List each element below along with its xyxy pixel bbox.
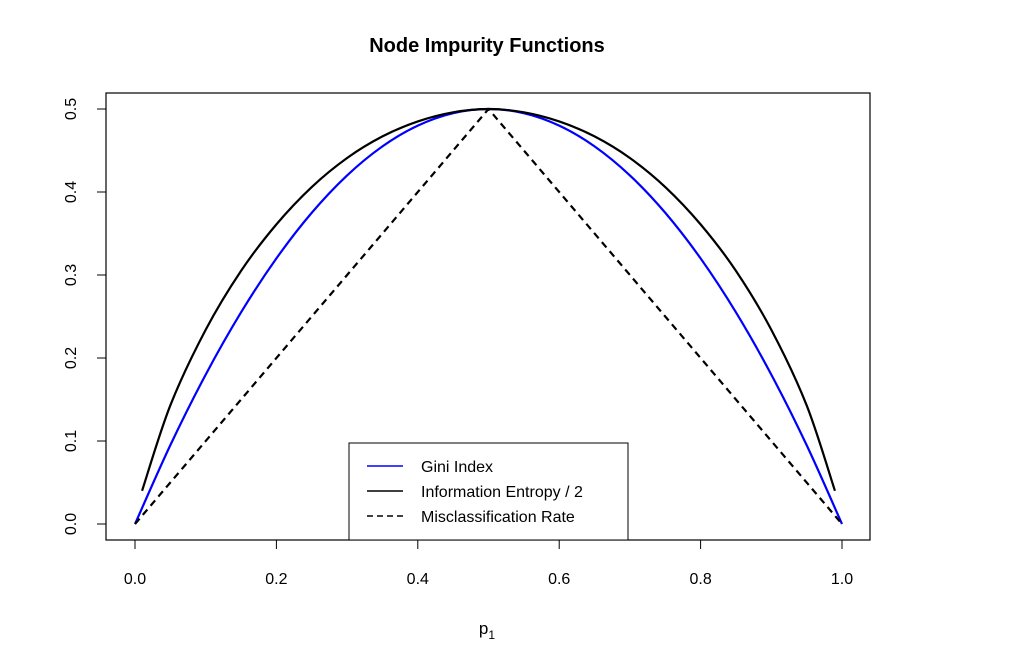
x-tick-label: 0.0 <box>124 571 146 588</box>
x-tick-label: 0.4 <box>407 571 429 588</box>
legend-label-2: Information Entropy / 2 <box>421 484 583 501</box>
y-tick-label: 0.0 <box>63 513 80 535</box>
y-tick-label: 0.5 <box>63 98 80 120</box>
x-tick-label: 0.2 <box>265 571 287 588</box>
x-axis: 0.0 0.2 0.4 0.6 0.8 1.0 <box>124 539 853 588</box>
y-tick-label: 0.4 <box>63 181 80 203</box>
legend: Gini Index Information Entropy / 2 Misclas… <box>348 442 629 541</box>
series-line-3 <box>134 107 843 525</box>
x-tick-label: 0.8 <box>689 571 711 588</box>
y-tick-label: 0.3 <box>63 264 80 286</box>
x-tick-label: 0.6 <box>548 571 570 588</box>
y-tick-label: 0.1 <box>63 430 80 452</box>
x-tick-label: 1.0 <box>831 571 853 588</box>
y-axis: 0.0 0.1 0.2 0.3 0.4 0.5 <box>63 98 107 535</box>
legend-box <box>348 442 629 541</box>
legend-label-1: Gini Index <box>421 459 493 476</box>
x-axis-label-subscript: 1 <box>488 628 495 642</box>
series-layer <box>133 107 844 525</box>
series-line-2 <box>141 107 836 492</box>
x-axis-label: p1 <box>479 619 495 642</box>
y-tick-label: 0.2 <box>63 347 80 369</box>
chart-title: Node Impurity Functions <box>369 35 605 57</box>
legend-label-3: Misclassification Rate <box>421 509 575 526</box>
x-axis-label-main: p <box>479 619 488 638</box>
